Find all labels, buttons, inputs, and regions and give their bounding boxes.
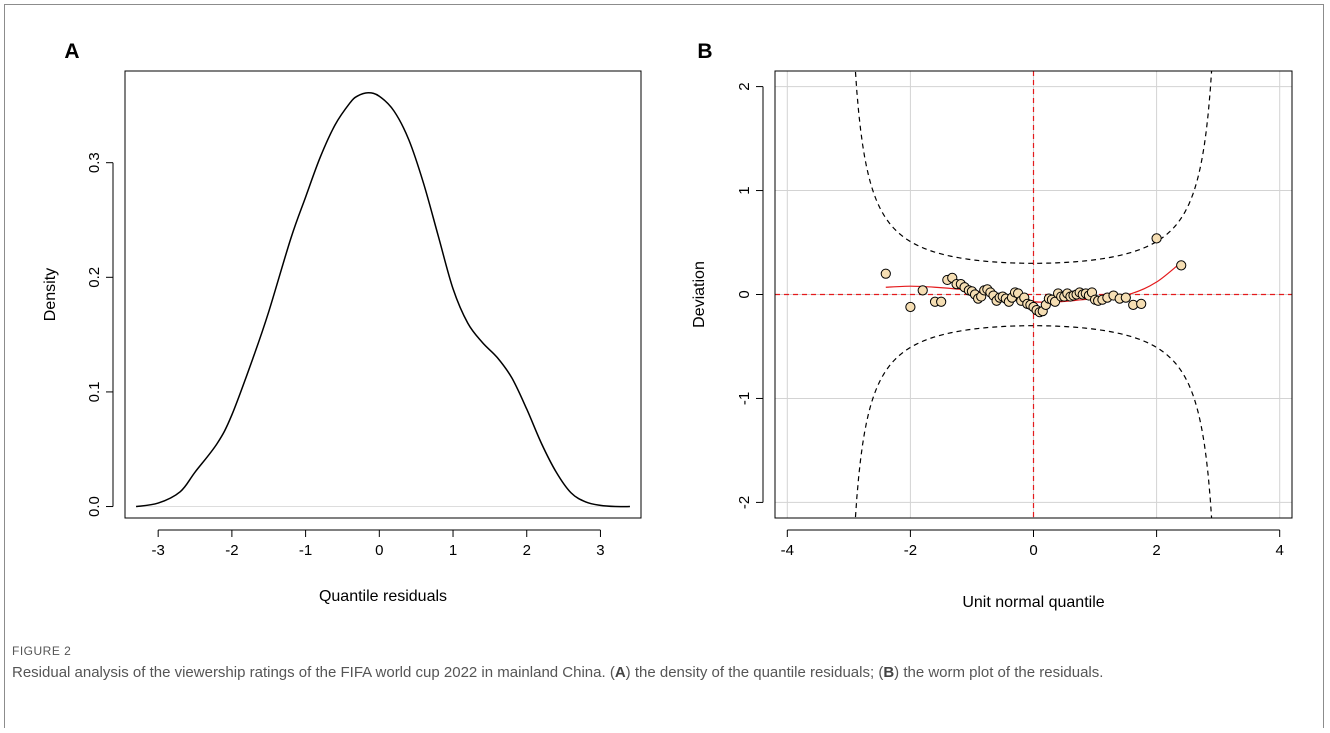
caption-part: ) the worm plot of the residuals. [894, 664, 1104, 681]
density-curve [135, 92, 630, 508]
x-tick-label: -1 [299, 542, 312, 559]
x-tick-label: -3 [151, 542, 164, 559]
x-tick-label: -4 [781, 542, 794, 559]
panel-b-worm-plot: B -4 -2 0 2 4 -2 -1 0 1 2 Unit normal quantile Devia… [691, 40, 1293, 611]
y-tick-label: -2 [736, 496, 753, 509]
confidence-band-lower [854, 325, 1213, 518]
panel-b-label: B [697, 40, 712, 63]
data-point [917, 285, 928, 296]
figure-label: FIGURE 2 [12, 644, 72, 658]
panel-a-label: A [64, 40, 79, 63]
x-tick-label: 2 [523, 542, 531, 559]
x-tick-label: -2 [904, 542, 917, 559]
plot-box [124, 70, 642, 519]
y-tick-label: 1 [736, 186, 753, 194]
data-point [936, 296, 947, 307]
figure-caption: Residual analysis of the viewership rati… [12, 663, 1312, 683]
caption-part: B [883, 664, 895, 681]
caption-part: ) the density of the quantile residuals;… [625, 664, 884, 681]
y-tick-label: 0.3 [86, 152, 103, 173]
x-axis-title: Unit normal quantile [962, 594, 1104, 611]
y-tick-label: 2 [736, 82, 753, 90]
x-tick-label: 4 [1276, 542, 1284, 559]
data-point [905, 301, 916, 313]
data-point [1120, 292, 1131, 303]
x-tick-label: -2 [225, 542, 238, 559]
y-tick-label: 0.1 [86, 381, 103, 402]
x-tick-label: 1 [449, 542, 457, 559]
data-point [1151, 233, 1162, 244]
caption-part: Residual analysis of the viewership rati… [12, 664, 615, 681]
figure-charts: A -3 -2 -1 0 1 2 3 0.0 0.1 0.2 0.3 Quantile residual… [42, 40, 1293, 611]
x-tick-label: 2 [1152, 542, 1160, 559]
y-axis-title: Deviation [691, 261, 708, 328]
y-tick-label: 0.0 [86, 496, 103, 517]
x-tick-label: 0 [1029, 542, 1037, 559]
plot-box [774, 70, 1293, 519]
data-point [1176, 260, 1187, 271]
y-tick-label: 0.2 [86, 267, 103, 288]
data-point [880, 268, 891, 279]
x-tick-label: 0 [375, 542, 383, 559]
x-tick-label: 3 [596, 542, 604, 559]
caption-part: A [614, 664, 626, 681]
panel-a-density-plot: A -3 -2 -1 0 1 2 3 0.0 0.1 0.2 0.3 Quantile residual… [42, 40, 642, 605]
figure-frame [4, 4, 1324, 728]
y-tick-label: -1 [736, 392, 753, 405]
y-axis-title: Density [42, 268, 59, 321]
y-tick-label: 0 [736, 290, 753, 298]
data-point [1136, 298, 1147, 309]
x-axis-title: Quantile residuals [319, 588, 447, 605]
